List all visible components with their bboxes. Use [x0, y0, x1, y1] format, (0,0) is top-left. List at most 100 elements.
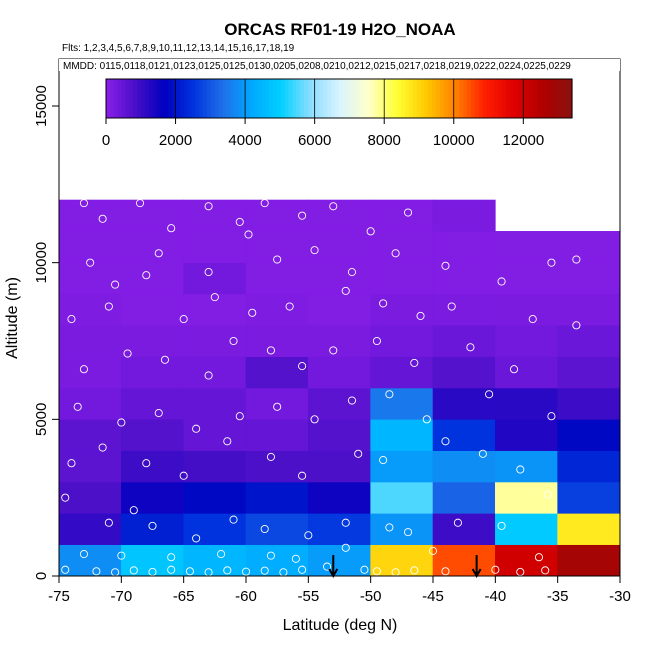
sample-point: [98, 443, 107, 452]
colorbar-segment: [521, 79, 526, 118]
sample-point: [298, 471, 307, 480]
sample-point: [385, 390, 394, 399]
sample-point: [61, 565, 70, 574]
sample-point: [372, 336, 381, 346]
heatmap-cell: [495, 356, 558, 389]
heatmap-cell: [308, 387, 371, 420]
sample-point: [73, 402, 82, 411]
sample-point: [79, 550, 88, 559]
colorbar-segment: [257, 79, 262, 118]
heatmap-cell: [183, 293, 247, 326]
sample-point: [67, 459, 76, 468]
heatmap-cell: [370, 387, 434, 420]
heatmap-cell: [245, 293, 309, 326]
colorbar-segment: [121, 79, 127, 118]
heatmap-cell: [308, 199, 371, 232]
colorbar-segment: [319, 79, 325, 118]
colorbar-tick-label: 2000: [159, 132, 192, 149]
heatmap-cell: [308, 293, 371, 326]
colorbar-segment: [253, 79, 259, 118]
colorbar-segment: [350, 79, 356, 118]
heatmap-cell: [245, 325, 309, 357]
x-tick-label: -30: [609, 588, 631, 605]
colorbar-segment: [401, 79, 406, 118]
heatmap-cell: [245, 513, 309, 545]
heatmap-cell: [557, 262, 621, 295]
colorbar-tick-label: 4000: [228, 132, 261, 149]
sample-point: [244, 230, 253, 239]
sample-point: [167, 565, 176, 574]
heatmap-cell: [495, 231, 558, 263]
colorbar-segment: [300, 79, 305, 118]
x-tick-label: -70: [110, 588, 132, 605]
sample-point: [366, 227, 375, 236]
sample-point: [192, 534, 201, 543]
colorbar-segment: [164, 79, 169, 118]
heatmap-cell: [183, 450, 247, 483]
colorbar-segment: [471, 79, 476, 118]
sample-point: [223, 566, 232, 575]
heatmap-cell: [183, 544, 247, 577]
x-tick-label: -60: [235, 588, 257, 605]
sample-point: [98, 214, 107, 223]
sample-point: [547, 412, 556, 421]
y-tick-label: 10000: [33, 242, 50, 284]
heatmap-cell: [121, 262, 184, 295]
sample-point: [485, 390, 494, 399]
sample-point: [298, 211, 307, 220]
y-tick-label: 5000: [33, 403, 50, 436]
sample-point: [341, 543, 350, 552]
heatmap-cell: [557, 481, 621, 514]
colorbar-segment: [432, 79, 437, 118]
heatmap-cell: [308, 513, 371, 545]
sample-point: [167, 224, 176, 233]
y-tick-label: 15000: [33, 85, 50, 127]
colorbar-segment: [560, 79, 565, 118]
colorbar-segment: [311, 79, 317, 118]
sample-point: [266, 452, 275, 461]
heatmap-cell: [58, 450, 122, 483]
sample-point: [142, 459, 151, 468]
colorbar-segment: [218, 79, 224, 118]
heatmap-cell: [121, 293, 184, 326]
sample-point: [453, 518, 462, 527]
heatmap-cell: [432, 231, 496, 263]
heatmap-cell: [308, 262, 371, 295]
sample-point: [229, 336, 238, 346]
sample-point: [441, 567, 450, 576]
heatmap-cell: [557, 513, 621, 545]
colorbar-segment: [564, 79, 569, 118]
sample-point: [160, 355, 170, 364]
colorbar-segment: [482, 79, 488, 118]
x-axis-label: Latitude (deg N): [283, 617, 398, 634]
sample-point: [266, 551, 275, 560]
sample-point: [67, 315, 76, 324]
heatmap-cell: [121, 325, 184, 357]
sample-point: [235, 412, 244, 421]
sample-point: [310, 246, 319, 255]
colorbar-segment: [226, 79, 231, 118]
colorbar-segment: [187, 79, 193, 118]
colorbar-segment: [241, 79, 247, 118]
sample-point: [210, 293, 219, 302]
sample-point: [534, 553, 544, 562]
heatmap-cell: [370, 262, 434, 295]
heatmap-cells: [58, 199, 621, 577]
sample-point: [478, 449, 487, 458]
sample-point: [541, 566, 550, 575]
heatmap-cell: [432, 325, 496, 357]
heatmap-cell: [495, 387, 558, 420]
heatmap-cell: [495, 481, 558, 514]
sample-point: [491, 565, 500, 574]
heatmap-cell: [245, 450, 309, 483]
heatmap-cell: [495, 293, 558, 326]
colorbar-tick-label: 6000: [298, 132, 331, 149]
colorbar-segment: [405, 79, 410, 118]
heatmap-cell: [432, 544, 496, 577]
colorbar-segment: [140, 79, 146, 118]
sample-point: [347, 396, 357, 405]
colorbar-segment: [265, 79, 270, 118]
heatmap-cell: [308, 325, 371, 357]
sample-point: [298, 565, 307, 574]
